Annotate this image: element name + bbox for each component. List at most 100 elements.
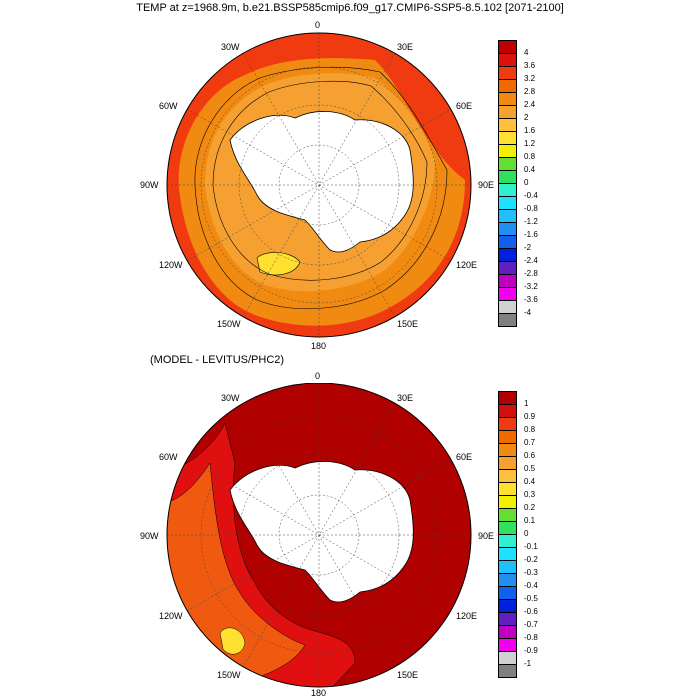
top-colorbar-tick-label: -1.6 (524, 230, 538, 239)
bottom-colorbar-tick-label: -0.9 (524, 646, 538, 655)
top-lon-label-30w: 30W (221, 42, 240, 52)
top-colorbar-color-box (498, 40, 517, 54)
bottom-polar-map (166, 383, 472, 688)
top-lon-label-60e: 60E (456, 101, 473, 111)
bottom-lon-label-60e: 60E (456, 452, 473, 462)
top-colorbar-tick-label: 1.6 (524, 126, 536, 135)
bottom-anomaly-region-3 (219, 627, 246, 655)
top-colorbar-tick-label: -2.4 (524, 256, 538, 265)
bottom-lon-label-0: 0 (315, 371, 321, 381)
figure-title: TEMP at z=1968.9m, b.e21.BSSP585cmip6.f0… (136, 2, 564, 14)
bottom-lon-label-180: 180 (311, 688, 327, 698)
bottom-colorbar-color-box (498, 547, 517, 561)
top-colorbar-tick-label: 3.6 (524, 61, 536, 70)
bottom-antarctica (229, 461, 414, 603)
bottom-colorbar-color-box (498, 625, 517, 639)
bottom-colorbar-tick-label: 0.3 (524, 490, 536, 499)
bottom-colorbar-tick-label: -0.5 (524, 594, 538, 603)
bottom-colorbar-color-box (498, 508, 517, 522)
bottom-colorbar-tick-label: -1 (524, 659, 532, 668)
bottom-colorbar-tick-label: -0.6 (524, 607, 538, 616)
difference-subtitle: (MODEL - LEVITUS/PHC2) (150, 354, 285, 366)
top-colorbar-color-box (498, 66, 517, 80)
top-colorbar-color-box (498, 118, 517, 132)
bottom-colorbar-tick-label: 0 (524, 529, 529, 538)
top-lon-label-120e: 120E (456, 260, 478, 270)
top-colorbar-color-box (498, 313, 517, 327)
top-colorbar-color-box (498, 131, 517, 145)
bottom-colorbar-color-box (498, 469, 517, 483)
top-colorbar-color-box (498, 144, 517, 158)
top-lon-label-90e: 90E (478, 180, 495, 190)
bottom-colorbar-tick-label: -0.1 (524, 542, 538, 551)
bottom-lon-label-30e: 30E (397, 393, 414, 403)
bottom-colorbar-color-box (498, 534, 517, 548)
top-colorbar-color-box (498, 300, 517, 314)
top-colorbar: 4 3.6 3.2 2.8 2.4 2 1.6 1.2 0.8 0.4 0 -0.4 -0.8 -1.2 -… (498, 40, 558, 330)
top-antarctica (229, 111, 414, 253)
top-colorbar-tick-label: -4 (524, 308, 532, 317)
top-colorbar-color-box (498, 79, 517, 93)
top-colorbar-tick-label: -0.8 (524, 204, 538, 213)
bottom-lon-label-60w: 60W (159, 452, 178, 462)
top-colorbar-tick-label: -2.8 (524, 269, 538, 278)
bottom-lon-label-120w: 120W (159, 611, 183, 621)
bottom-colorbar-tick-label: 0.1 (524, 516, 536, 525)
bottom-lon-label-150w: 150W (217, 670, 241, 680)
top-lon-label-150w: 150W (217, 319, 241, 329)
top-colorbar-color-box (498, 274, 517, 288)
top-colorbar-tick-label: 0.4 (524, 165, 536, 174)
top-colorbar-color-box (498, 261, 517, 275)
top-colorbar-color-box (498, 105, 517, 119)
top-contour-inner (212, 80, 428, 281)
top-warm-patch (256, 252, 301, 276)
top-colorbar-tick-label: 3.2 (524, 74, 536, 83)
bottom-colorbar-color-box (498, 664, 517, 678)
bottom-colorbar-tick-label: 0.9 (524, 412, 536, 421)
bottom-colorbar-tick-label: -0.8 (524, 633, 538, 642)
top-lon-label-0: 0 (315, 20, 321, 30)
top-colorbar-tick-label: 2.4 (524, 100, 536, 109)
top-colorbar-tick-label: 4 (524, 48, 529, 57)
top-contour-outer (194, 66, 448, 309)
top-colorbar-color-box (498, 53, 517, 67)
top-colorbar-color-box (498, 287, 517, 301)
bottom-colorbar-color-box (498, 417, 517, 431)
bottom-lon-label-120e: 120E (456, 611, 478, 621)
top-colorbar-color-box (498, 183, 517, 197)
top-lon-label-30e: 30E (397, 42, 414, 52)
bottom-colorbar-color-box (498, 638, 517, 652)
top-colorbar-tick-label: 0.8 (524, 152, 536, 161)
top-lon-label-180: 180 (311, 341, 327, 351)
top-polar-map (166, 32, 472, 338)
bottom-colorbar-tick-label: 0.2 (524, 503, 536, 512)
top-lon-label-60w: 60W (159, 101, 178, 111)
bottom-colorbar-color-box (498, 482, 517, 496)
top-colorbar-tick-label: -2 (524, 243, 532, 252)
top-colorbar-tick-label: -3.2 (524, 282, 538, 291)
top-colorbar-tick-label: -3.6 (524, 295, 538, 304)
bottom-colorbar-tick-label: 0.7 (524, 438, 536, 447)
top-lon-label-90w: 90W (140, 180, 159, 190)
top-colorbar-color-box (498, 196, 517, 210)
top-lon-label-120w: 120W (159, 260, 183, 270)
bottom-colorbar-tick-label: -0.3 (524, 568, 538, 577)
top-colorbar-tick-label: 2.8 (524, 87, 536, 96)
top-colorbar-tick-label: 2 (524, 113, 529, 122)
bottom-lon-label-90w: 90W (140, 531, 159, 541)
top-lon-label-150e: 150E (397, 319, 419, 329)
bottom-colorbar-color-box (498, 573, 517, 587)
bottom-colorbar: 1 0.9 0.8 0.7 0.6 0.5 0.4 0.3 0.2 0.1 0 -0.1 -0.2 -0.… (498, 391, 558, 681)
top-colorbar-tick-label: 1.2 (524, 139, 536, 148)
top-colorbar-color-box (498, 92, 517, 106)
bottom-colorbar-tick-label: 1 (524, 399, 529, 408)
bottom-colorbar-tick-label: 0.6 (524, 451, 536, 460)
bottom-colorbar-color-box (498, 456, 517, 470)
top-colorbar-color-box (498, 209, 517, 223)
bottom-colorbar-color-box (498, 560, 517, 574)
bottom-colorbar-tick-label: 0.8 (524, 425, 536, 434)
bottom-colorbar-tick-label: -0.4 (524, 581, 538, 590)
bottom-colorbar-color-box (498, 651, 517, 665)
bottom-colorbar-tick-label: -0.7 (524, 620, 538, 629)
bottom-anomaly-region-2 (167, 462, 306, 684)
